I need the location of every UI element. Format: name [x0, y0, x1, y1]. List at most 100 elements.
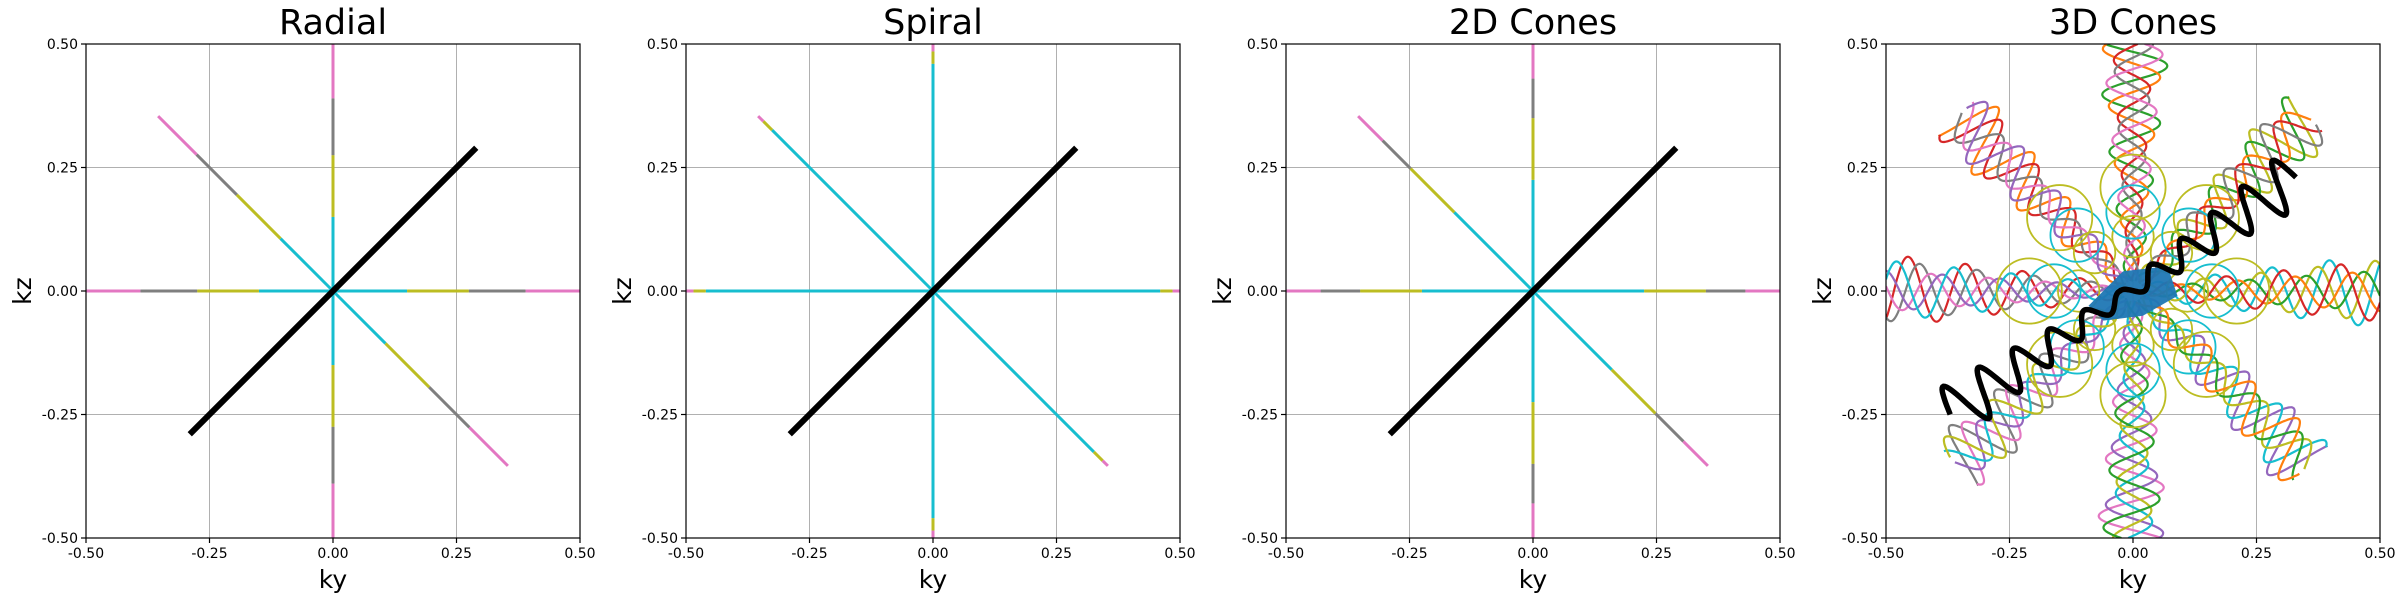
x-tick-label: 0.50: [564, 546, 595, 562]
trajectory-segment: [384, 342, 431, 389]
ticks: -0.50 -0.25 0.00 0.25 0.50 -0.50 -0.25 0.00 0.25…: [42, 37, 596, 562]
plot-area: [1286, 44, 1780, 538]
ticks: -0.50 -0.25 0.00 0.25 0.50 -0.50 -0.25 0.00 0.25…: [1842, 37, 2396, 562]
trajectory-segment: [468, 426, 509, 467]
trajectory-segment: [771, 129, 935, 293]
highlighted-trajectory: [187, 145, 479, 437]
cone-arms: [1886, 44, 2380, 538]
cone-trajectory: [2142, 259, 2380, 327]
x-tick-label: 0.00: [317, 546, 348, 562]
cone-trajectory: [1886, 269, 2124, 311]
cone-trajectory: [1942, 293, 2123, 459]
cone-trajectory: [2143, 123, 2324, 289]
x-tick-label: -0.25: [191, 546, 227, 562]
trajectory-segment: [279, 237, 335, 293]
trajectory-segment: [1357, 115, 1384, 142]
cone-loop: [2026, 263, 2082, 319]
y-tick-label: 0.00: [647, 284, 678, 300]
cone-trajectory: [2104, 300, 2165, 538]
ticks: -0.50 -0.25 0.00 0.25 0.50 -0.50 -0.25 0.00 0.25…: [1242, 37, 1796, 562]
cone-loop: [1995, 257, 2063, 325]
trajectory-segment: [762, 120, 774, 132]
trajectory-segment: [428, 386, 471, 429]
cone-trajectory: [1938, 118, 2123, 290]
x-tick-label: -0.25: [1991, 546, 2027, 562]
x-tick-label: 0.00: [917, 546, 948, 562]
cone-trajectory: [2143, 292, 2328, 464]
cone-loop: [2072, 230, 2117, 275]
cone-trajectory: [2137, 111, 2312, 284]
highlighted-trajectory: [1939, 157, 2298, 422]
y-tick-label: 0.50: [1847, 37, 1878, 53]
subplot-2d-cones: 2D Cones -0.50 -0.25 0.00 0.25 0.50 -0.50 -0.2…: [1208, 3, 1796, 594]
x-tick-label: -0.50: [68, 546, 104, 562]
y-tick-label: -0.25: [1242, 408, 1278, 424]
cone-loop: [2105, 184, 2161, 240]
cone-trajectory: [2111, 300, 2153, 538]
cone-trajectory: [2134, 96, 2306, 281]
cone-loop: [2105, 342, 2161, 398]
cone-loop: [2099, 361, 2167, 429]
x-tick-label: 0.50: [1764, 546, 1795, 562]
cone-loop: [2111, 215, 2155, 259]
y-tick-label: -0.50: [1842, 531, 1878, 547]
cone-trajectory: [2142, 263, 2380, 322]
cone-trajectory: [2112, 44, 2152, 282]
plot-area: [686, 44, 1180, 538]
y-tick-label: 0.25: [1847, 161, 1878, 177]
cone-trajectory: [2141, 120, 2323, 287]
cone-trajectory: [1962, 101, 2129, 283]
plot-area: [86, 44, 580, 538]
subplot-title: Radial: [279, 3, 387, 43]
x-tick-label: -0.50: [668, 546, 704, 562]
trajectory-segment: [1409, 167, 1456, 214]
y-tick-label: 0.50: [1247, 37, 1278, 53]
y-tick-label: 0.00: [1247, 284, 1278, 300]
trajectory-segment: [1531, 289, 1613, 371]
y-tick-label: 0.25: [47, 161, 78, 177]
trajectory-segment: [1453, 211, 1535, 293]
x-axis-label: ky: [1519, 565, 1548, 594]
cone-trajectory: [2135, 301, 2301, 482]
cone-trajectory: [2113, 44, 2155, 282]
y-axis-label: kz: [608, 277, 637, 305]
y-tick-label: 0.25: [647, 161, 678, 177]
cone-trajectory: [2142, 259, 2380, 320]
cone-trajectory: [1947, 297, 2128, 487]
cone-loop: [2099, 153, 2167, 221]
trajectory-segment: [195, 153, 238, 196]
trajectory-segment: [1654, 412, 1685, 443]
y-tick-label: -0.50: [1242, 531, 1278, 547]
x-tick-label: 0.50: [2364, 546, 2395, 562]
cone-loop: [2026, 184, 2094, 252]
x-tick-label: 0.25: [1041, 546, 1072, 562]
trajectory-segment: [931, 289, 1095, 453]
plot-area: [1886, 44, 2380, 538]
x-tick-label: -0.25: [1391, 546, 1427, 562]
cone-trajectory: [1953, 112, 2126, 287]
cone-trajectory: [1886, 262, 2124, 323]
y-axis-label: kz: [1808, 277, 1837, 305]
x-tick-label: 0.25: [2241, 546, 2272, 562]
subplot-title: Spiral: [883, 3, 983, 43]
cone-loop: [2203, 257, 2271, 325]
cone-trajectory: [2114, 300, 2154, 538]
cone-trajectory: [2137, 299, 2304, 481]
ticks: -0.50 -0.25 0.00 0.25 0.50 -0.50 -0.25 0.00 0.25…: [642, 37, 1196, 562]
x-tick-label: 0.00: [1517, 546, 1548, 562]
cone-loop: [2161, 319, 2217, 375]
cone-loop: [2184, 263, 2240, 319]
x-tick-label: 0.00: [2117, 546, 2148, 562]
cone-trajectory: [2142, 271, 2380, 313]
y-tick-label: -0.50: [42, 531, 78, 547]
trajectory-segment: [1610, 368, 1657, 415]
cone-trajectory: [2138, 95, 2319, 285]
trajectory-segment: [157, 115, 198, 156]
x-axis-label: ky: [2119, 565, 2148, 594]
y-tick-label: 0.50: [647, 37, 678, 53]
cone-loop: [2149, 307, 2194, 352]
subplot-spiral: Spiral -0.50 -0.25 0.00 0.25 0.50 -0.50 -0.25 0…: [608, 3, 1196, 594]
cone-loop: [2057, 269, 2101, 313]
y-tick-label: -0.25: [1842, 408, 1878, 424]
